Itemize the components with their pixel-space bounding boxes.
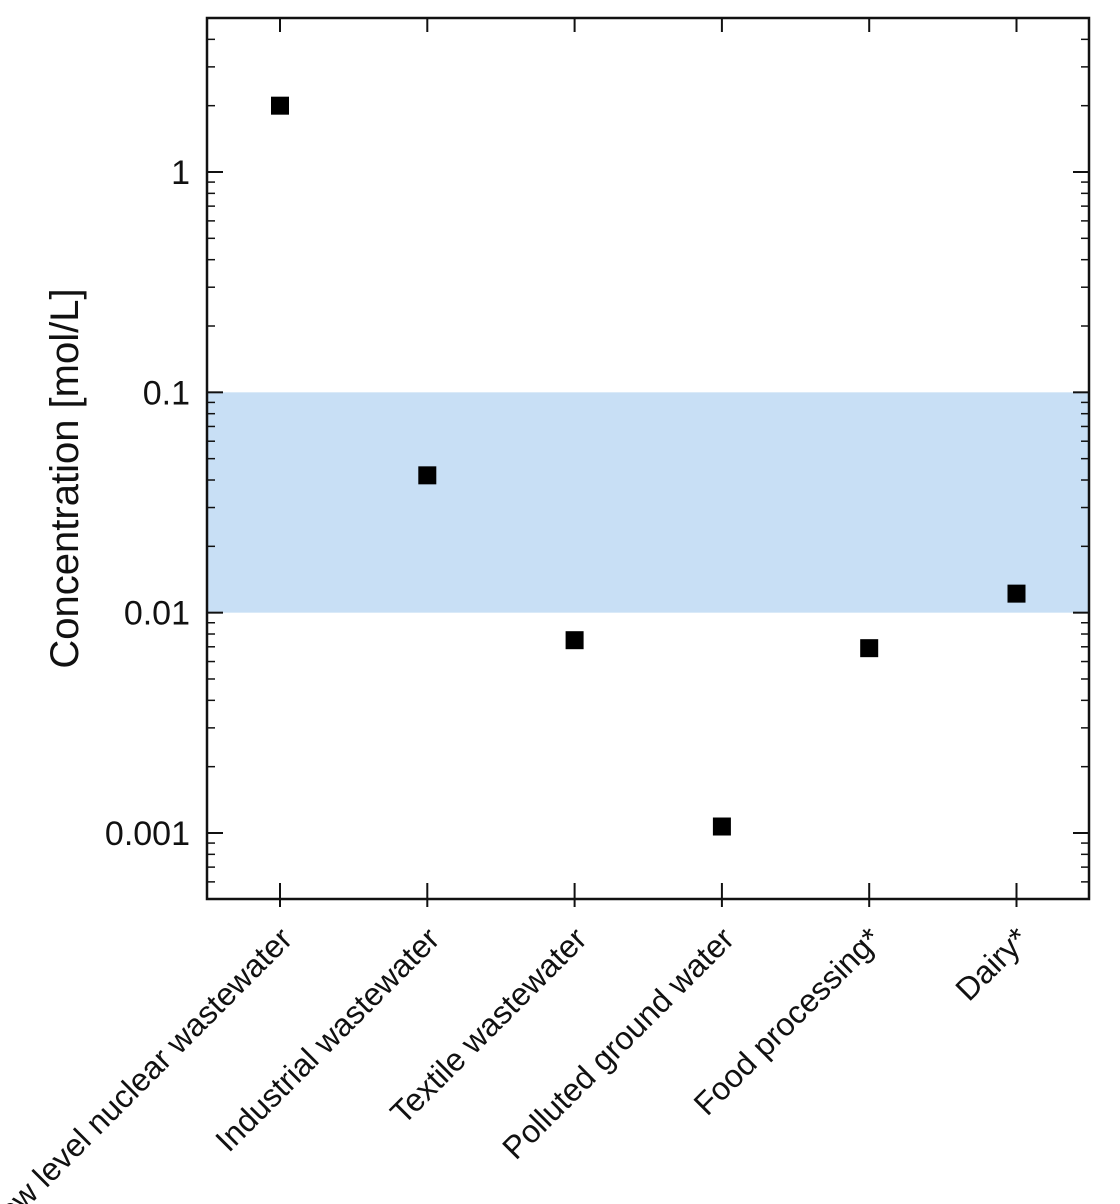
data-point xyxy=(712,817,731,836)
data-point xyxy=(418,466,437,485)
data-point xyxy=(565,631,584,650)
category-label: Low level nuclear wastewater xyxy=(0,920,299,1204)
category-ticks xyxy=(279,18,1018,907)
category-label: Dairy* xyxy=(948,920,1035,1007)
minor-ticks xyxy=(207,38,1089,883)
shaded-band xyxy=(207,392,1089,613)
y-tick-label: 0.01 xyxy=(124,595,190,633)
y-tick-label: 0.1 xyxy=(143,374,190,412)
y-tick-label: 1 xyxy=(171,154,190,192)
plot-frame xyxy=(205,16,1091,901)
y-axis-title: Concentration [mol/L] xyxy=(43,288,87,668)
major-ticks xyxy=(207,171,1089,834)
y-tick-label: 0.001 xyxy=(105,815,190,853)
data-points xyxy=(271,96,1026,836)
data-point xyxy=(1007,584,1026,603)
data-point xyxy=(860,639,879,658)
data-point xyxy=(271,96,289,115)
y-tick-labels: 0.001 0.01 0.1 1 xyxy=(105,154,190,853)
